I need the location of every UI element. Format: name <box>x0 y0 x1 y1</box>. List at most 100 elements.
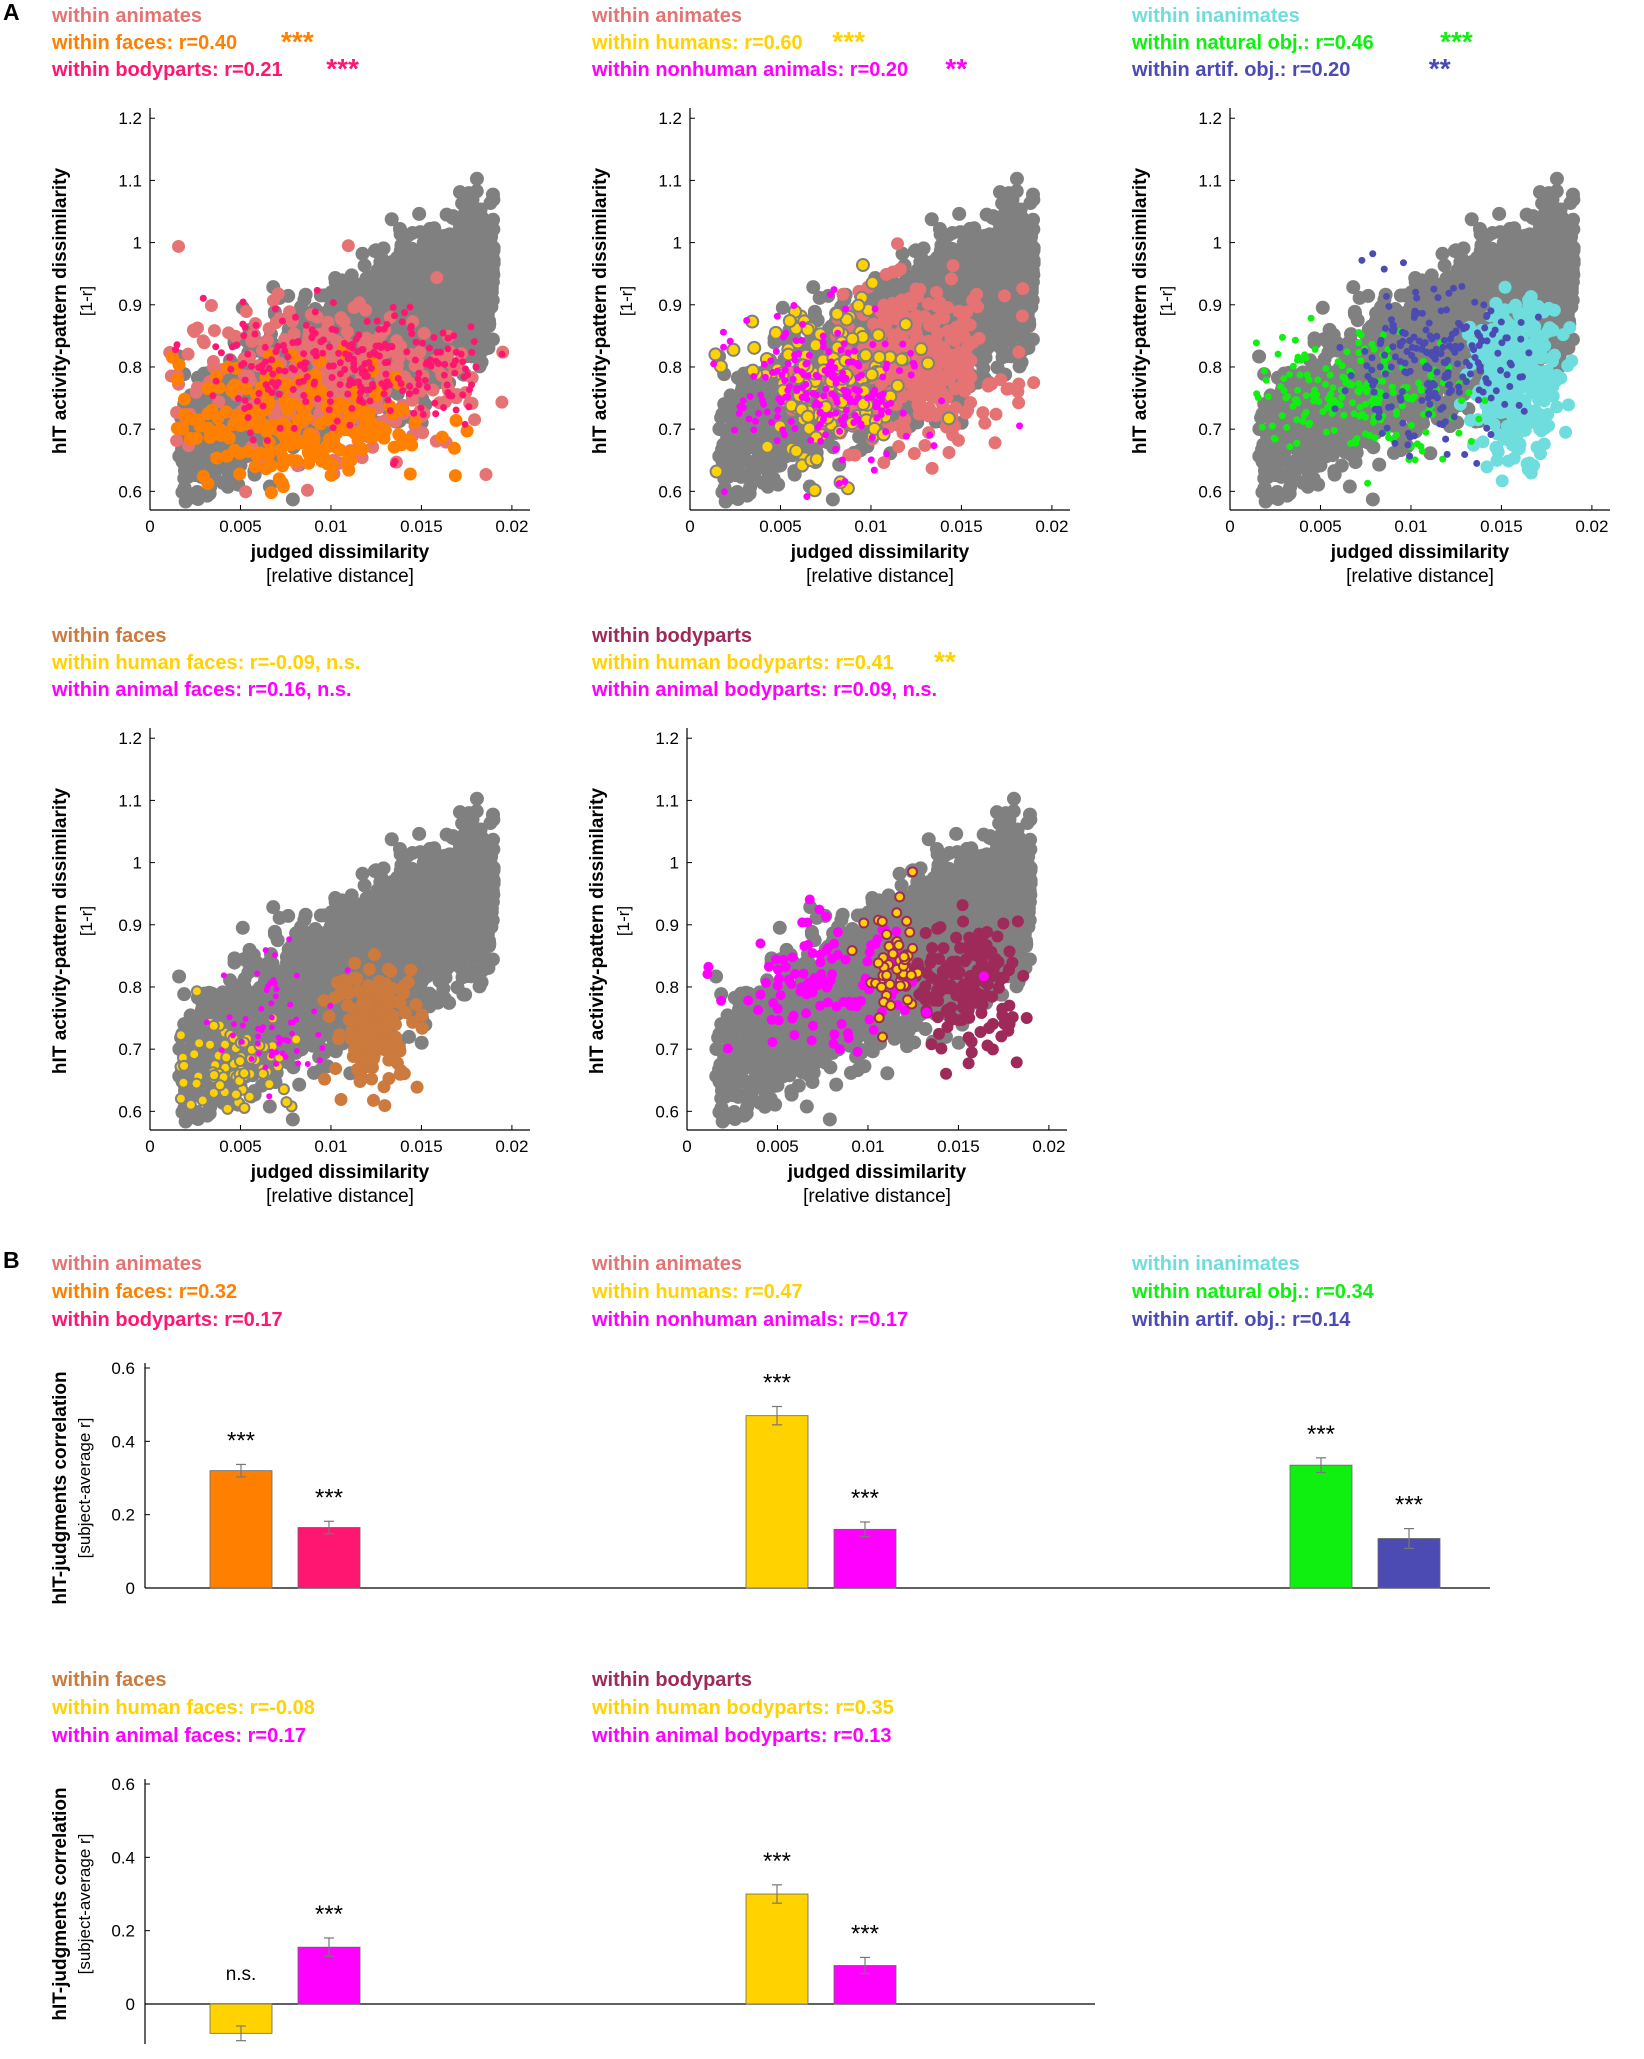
scatter-point <box>233 467 247 481</box>
scatter-point <box>341 239 355 253</box>
y-tick-label: 1.1 <box>658 171 682 190</box>
scatter-point <box>421 376 429 384</box>
scatter-point <box>386 407 394 415</box>
scatter-point <box>248 460 262 474</box>
scatter-point <box>472 363 480 371</box>
x-tick-label: 0 <box>685 517 694 536</box>
scatter-point <box>228 443 242 457</box>
scatter-point <box>363 318 371 326</box>
scatter-point <box>171 373 185 387</box>
scatter-point <box>415 369 423 377</box>
scatter-title-line: within faces: r=0.40 <box>51 32 237 54</box>
scatter-point <box>341 339 349 347</box>
scatter-point <box>384 396 392 404</box>
scatter-point <box>474 270 489 285</box>
scatter-point <box>244 350 252 358</box>
scatter-point <box>289 386 297 394</box>
scatter-point <box>271 305 279 313</box>
scatter-point <box>325 458 339 472</box>
scatter-point <box>347 341 355 349</box>
scatter-point <box>439 329 447 337</box>
scatter-point <box>260 425 274 439</box>
scatter-point <box>403 348 411 356</box>
scatter-point <box>268 378 276 386</box>
scatter-point <box>468 413 482 427</box>
scatter-point <box>387 342 395 350</box>
significance-stars: ** <box>945 53 967 84</box>
scatter-point <box>389 303 397 311</box>
y-tick-label: 0.9 <box>118 296 142 315</box>
scatter-point <box>228 343 236 351</box>
scatter-point <box>328 374 336 382</box>
scatter-point <box>234 395 242 403</box>
scatter-point <box>459 228 474 243</box>
scatter-point <box>212 377 220 385</box>
x-tick-label: 0.01 <box>854 517 887 536</box>
scatter-point <box>219 405 233 419</box>
scatter-point <box>434 360 442 368</box>
scatter-point <box>181 347 195 361</box>
scatter-point <box>279 341 287 349</box>
y-tick-label: 0.6 <box>118 482 142 501</box>
scatter-point <box>376 241 391 256</box>
scatter-point <box>190 321 204 335</box>
scatter-point <box>362 280 377 295</box>
y-tick-label: 1.2 <box>658 109 682 128</box>
scatter-point <box>241 444 255 458</box>
scatter-point <box>476 288 491 303</box>
scatter-point <box>183 431 197 445</box>
y-tick-label: 0.8 <box>118 358 142 377</box>
scatter-point <box>351 433 365 447</box>
scatter-point <box>358 365 366 373</box>
scatter-point <box>196 469 210 483</box>
scatter-point <box>301 359 309 367</box>
scatter-point <box>461 291 476 306</box>
x-tick-label: 0.005 <box>219 517 262 536</box>
scatter-point <box>366 397 374 405</box>
scatter-point <box>384 212 399 227</box>
scatter-point <box>276 424 284 432</box>
scatter-point <box>348 404 356 412</box>
scatter-point <box>483 196 498 211</box>
scatter-point <box>285 492 300 507</box>
scatter-point <box>382 370 390 378</box>
scatter-point <box>227 365 235 373</box>
scatter-point <box>391 349 405 363</box>
scatter-point <box>1009 171 1024 186</box>
scatter-point <box>325 343 333 351</box>
scatter-point <box>444 334 452 342</box>
scatter-point <box>319 349 327 357</box>
scatter-point <box>241 396 249 404</box>
scatter-point <box>335 312 349 326</box>
x-tick-label: 0.01 <box>314 517 347 536</box>
scatter-point <box>196 334 210 348</box>
scatter-point <box>325 406 333 414</box>
scatter-point <box>417 404 425 412</box>
y-tick-label: 0.7 <box>658 420 682 439</box>
scatter-point <box>336 370 344 378</box>
y-tick-label: 1 <box>673 234 682 253</box>
scatter-point <box>241 376 249 384</box>
scatter-point <box>300 391 308 399</box>
scatter-point <box>469 184 484 199</box>
scatter-point <box>386 287 401 302</box>
scatter-point <box>291 313 299 321</box>
scatter-point <box>432 410 440 418</box>
scatter-point <box>465 403 473 411</box>
scatter-point <box>290 366 298 374</box>
scatter-point <box>410 409 418 417</box>
scatter-point <box>261 358 269 366</box>
scatter-point <box>459 358 467 366</box>
scatter-point <box>347 300 361 314</box>
scatter-point <box>412 338 420 346</box>
scatter-point <box>479 468 493 482</box>
scatter-point <box>211 427 225 441</box>
scatter-point <box>266 293 280 307</box>
scatter-point <box>259 402 267 410</box>
scatter-point <box>423 234 438 249</box>
scatter-point <box>268 356 276 364</box>
scatter-point <box>172 358 186 372</box>
scatter-point <box>444 389 452 397</box>
y-axis-sublabel: [1-r] <box>617 286 636 316</box>
